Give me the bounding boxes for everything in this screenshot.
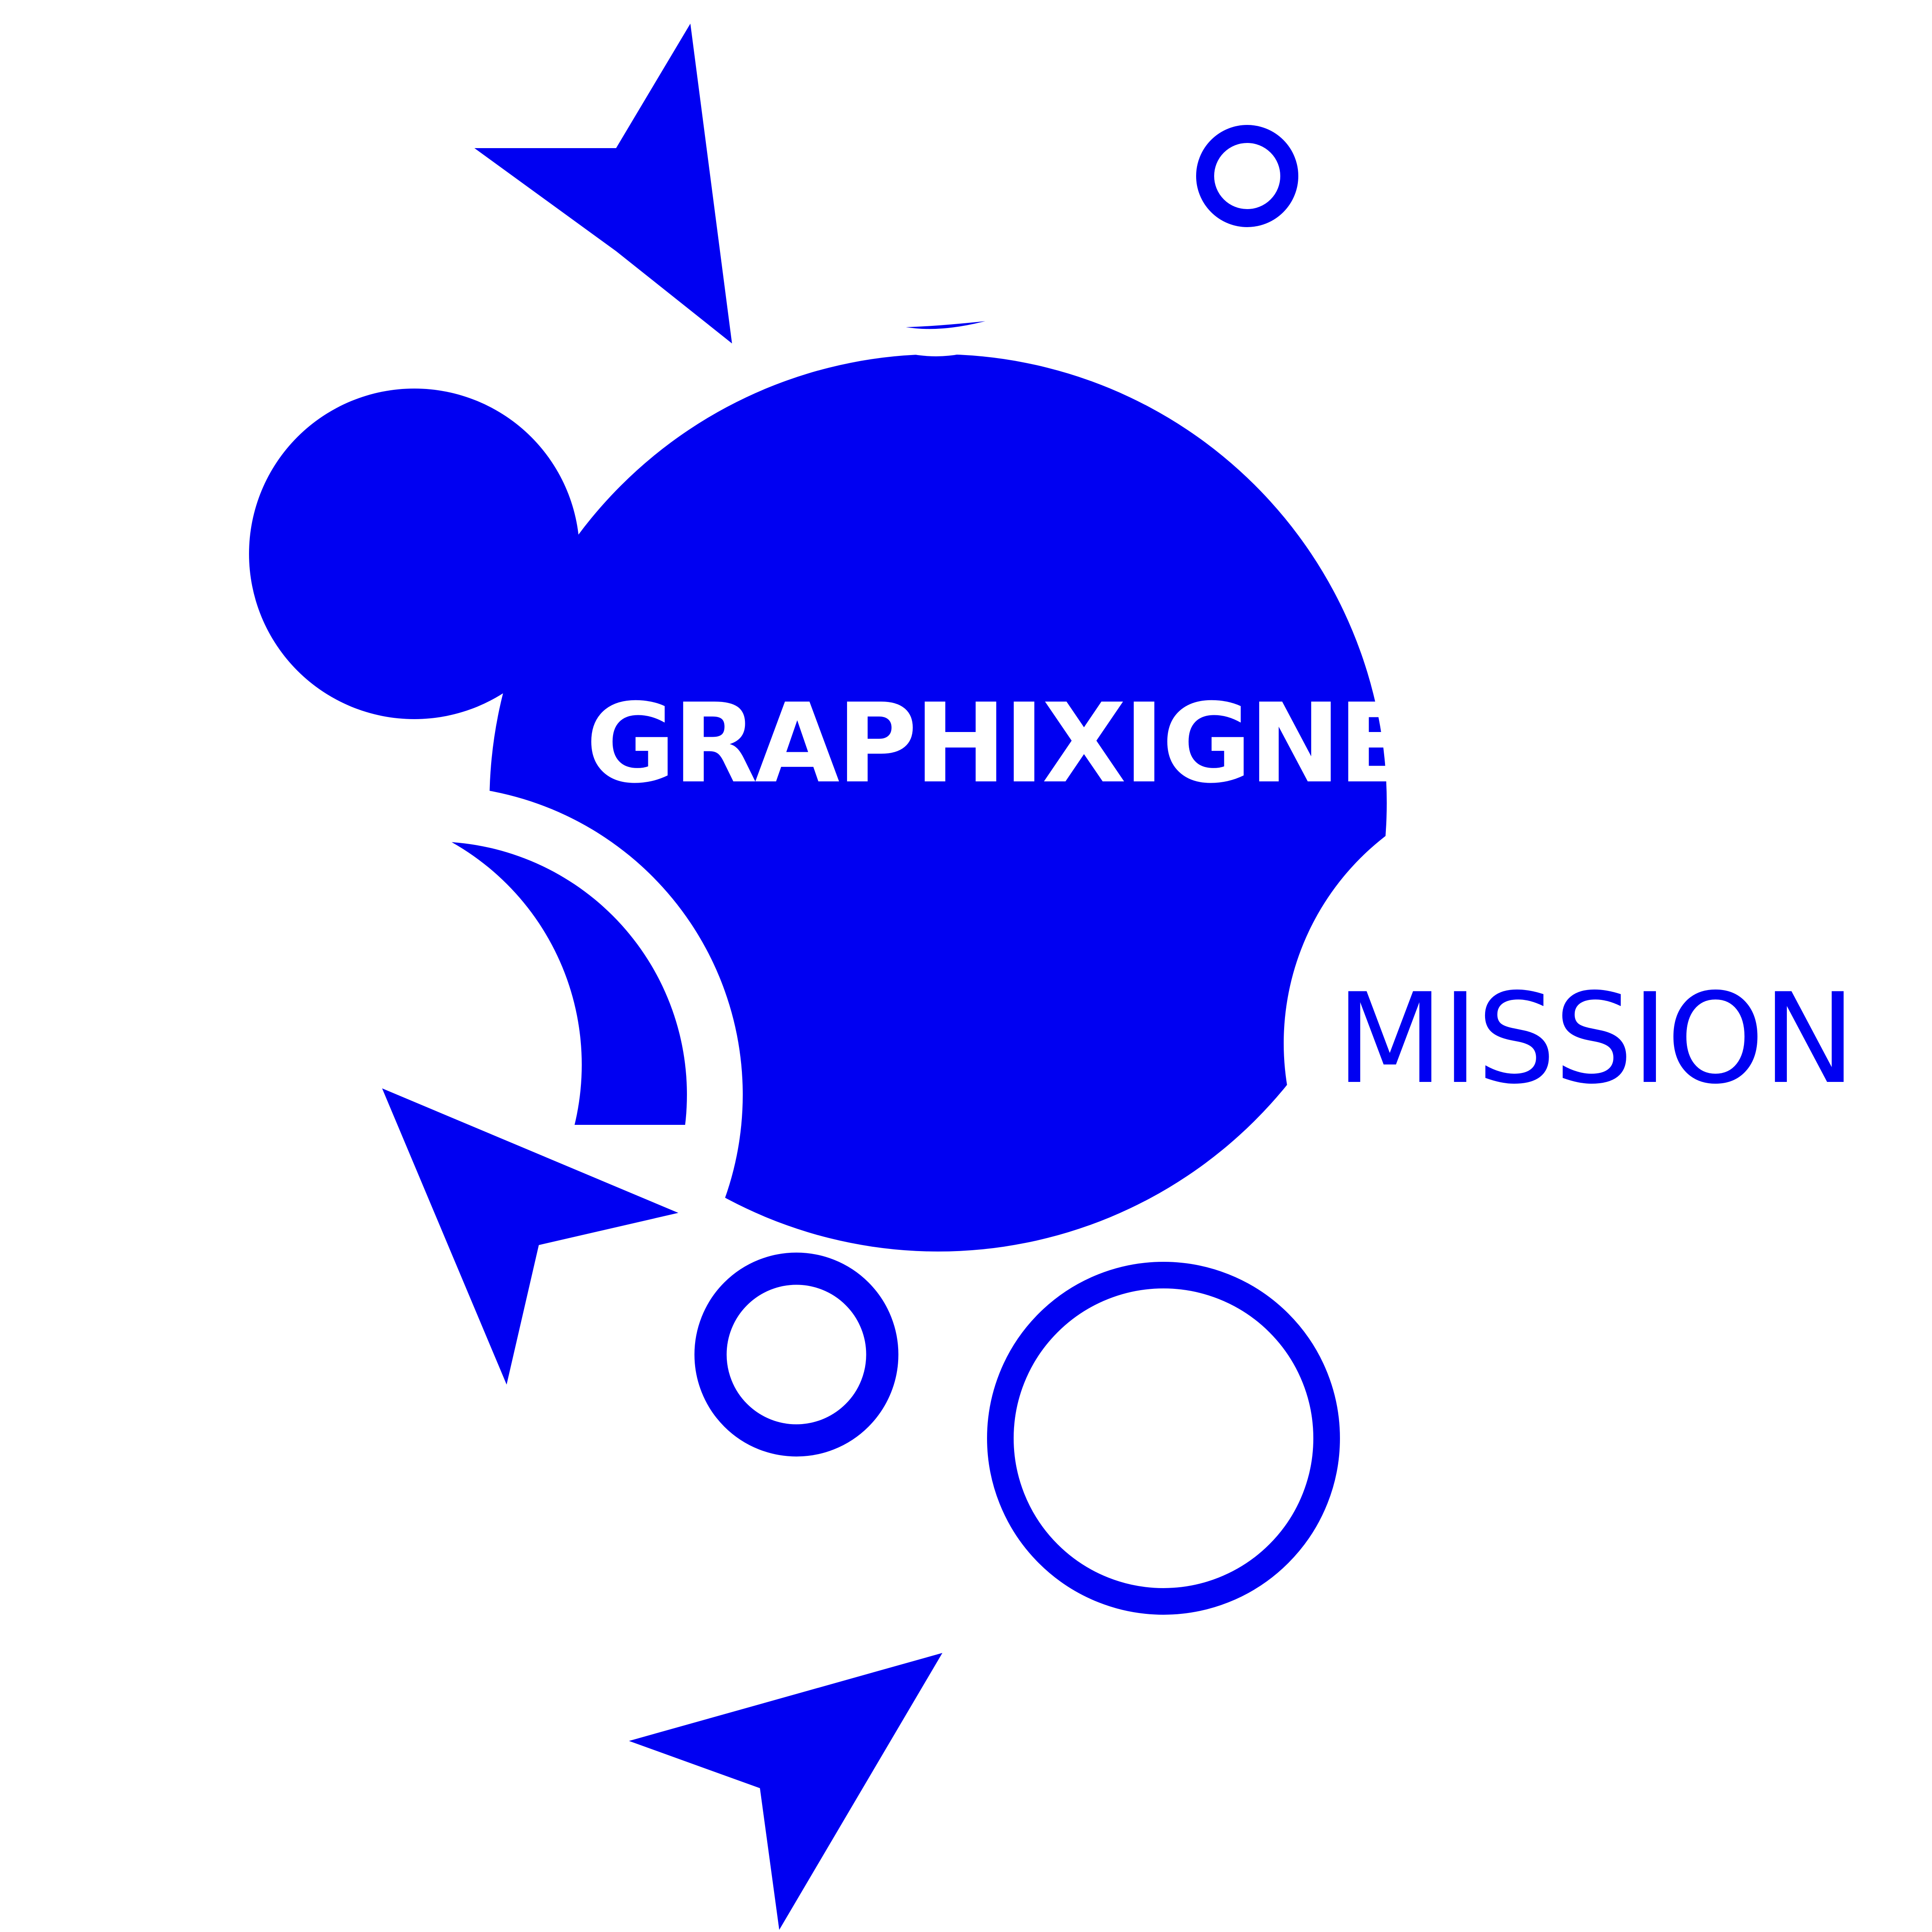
bottom-arrowhead-icon [629,1653,942,1930]
tagline: MISSION [1336,967,1854,1112]
medium-ring-icon [694,1252,899,1457]
brand-name: GRAPHIXIGNER [586,680,1493,808]
large-ring-icon [987,1262,1340,1615]
left-arrowhead-icon [382,1088,678,1385]
